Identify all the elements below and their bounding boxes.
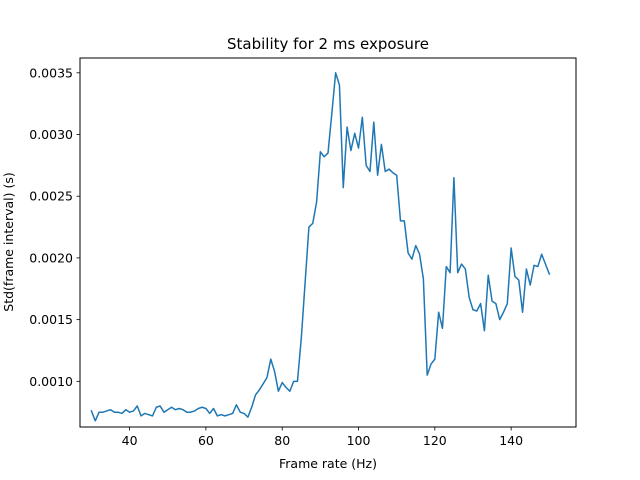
y-tick-label: 0.0015 (29, 312, 73, 327)
x-tick-label: 40 (122, 433, 138, 448)
plot-area (90, 72, 551, 422)
axes-frame (79, 57, 577, 428)
x-tick-label: 120 (423, 433, 447, 448)
y-tick-label: 0.0035 (29, 65, 73, 80)
x-tick-label: 140 (499, 433, 523, 448)
y-tick-label: 0.0030 (29, 127, 73, 142)
y-tick-label: 0.0010 (29, 374, 73, 389)
series-line-0 (90, 72, 551, 422)
x-tick-label: 60 (198, 433, 214, 448)
x-tick-label: 100 (347, 433, 371, 448)
x-axis-label: Frame rate (Hz) (279, 456, 377, 471)
axes-ticks: 40 60 80 100 120 140 0.0010 0.0015 0.0020 0.0025 0… (29, 65, 523, 448)
y-tick-label: 0.0020 (29, 250, 73, 265)
y-tick-label: 0.0025 (29, 189, 73, 204)
x-tick-label: 80 (274, 433, 290, 448)
y-axis-label: Std(frame interval) (s) (1, 172, 16, 311)
chart-title: Stability for 2 ms exposure (227, 35, 429, 53)
